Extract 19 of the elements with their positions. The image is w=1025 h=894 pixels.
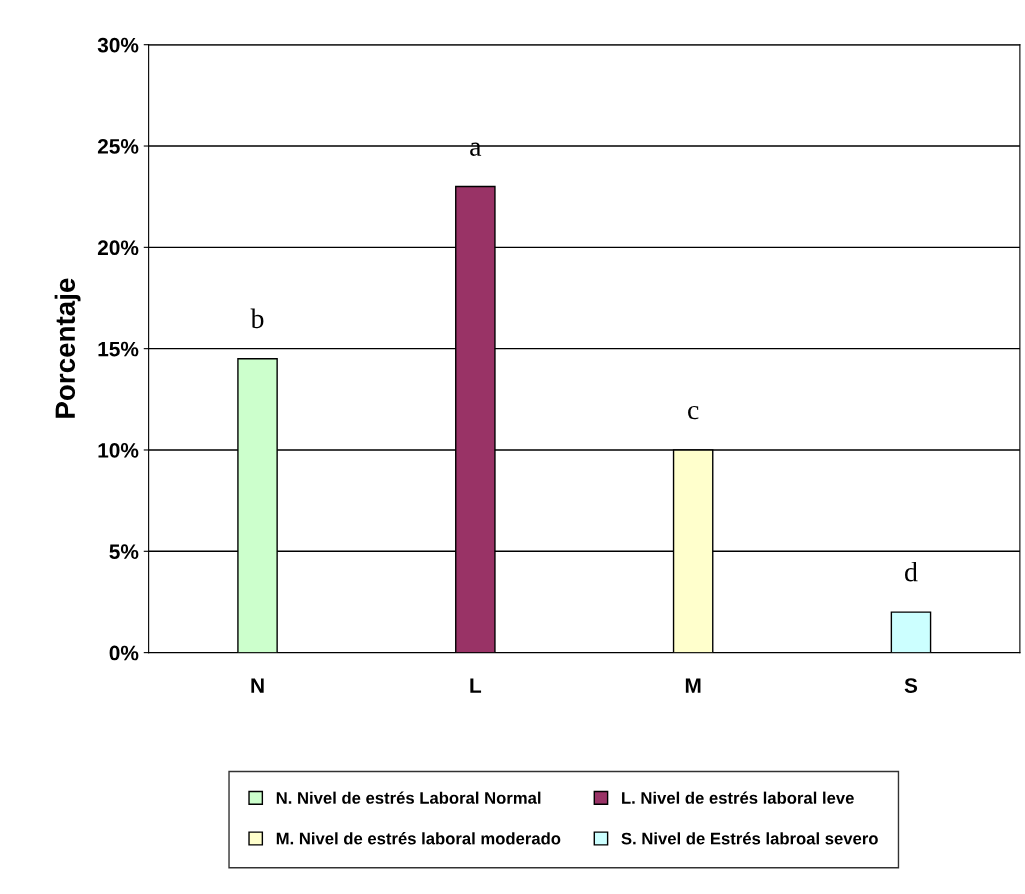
- legend-label: L. Nivel de estrés laboral leve: [622, 791, 854, 804]
- annotation: b: [250, 308, 264, 329]
- legend-label: M. Nivel de estrés laboral moderado: [276, 832, 561, 845]
- x-tick-label: M: [685, 678, 701, 693]
- y-tick-label: 10%: [98, 442, 139, 458]
- legend-label: S. Nivel de Estrés labroal severo: [621, 832, 878, 845]
- y-tick-label: 25%: [97, 139, 139, 154]
- y-tick-label: 5%: [109, 544, 139, 560]
- y-tick-label: 15%: [98, 341, 139, 357]
- y-tick-label: 0%: [109, 645, 139, 661]
- y-tick-label: 30%: [97, 37, 139, 53]
- annotation: c: [688, 405, 699, 420]
- x-tick-label: N: [251, 678, 264, 693]
- y-tick-label: 20%: [97, 240, 139, 256]
- y-axis-title: Porcentaje: [54, 278, 81, 418]
- legend-label: N. Nivel de estrés Laboral Normal: [276, 791, 541, 804]
- annotation: d: [905, 561, 918, 582]
- x-tick-label: S: [904, 678, 918, 693]
- x-tick-label: L: [470, 678, 482, 693]
